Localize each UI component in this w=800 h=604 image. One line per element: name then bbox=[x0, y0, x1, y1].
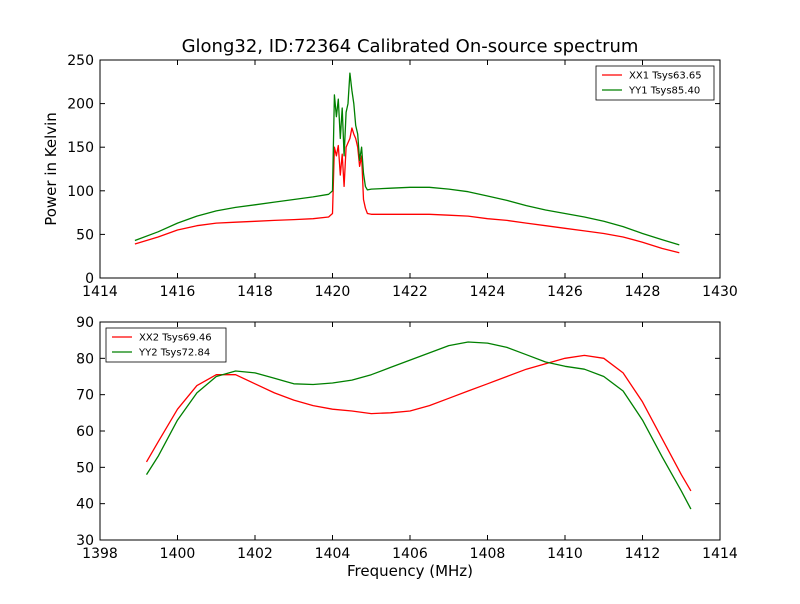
y-tick-label-1-4: 200 bbox=[67, 97, 94, 113]
y-tick-label-1-5: 250 bbox=[67, 53, 94, 69]
x-tick-label-2-0: 1398 bbox=[82, 546, 118, 562]
series-line-2-1 bbox=[145, 354, 692, 492]
x-tick-label-2-6: 1410 bbox=[547, 546, 583, 562]
x-tick-label-1-7: 1428 bbox=[625, 284, 661, 300]
chart-panel-1: 1414 1416 1418 1420 1422 1424 1426 1428 1430 0 50 1… bbox=[42, 53, 738, 300]
y-tick-label-1-0: 0 bbox=[85, 271, 94, 287]
x-tick-label-1-8: 1430 bbox=[702, 284, 738, 300]
y-tick-label-2-4: 70 bbox=[76, 388, 94, 404]
x-tick-label-2-3: 1404 bbox=[315, 546, 351, 562]
y-tick-label-2-0: 30 bbox=[76, 533, 94, 549]
x-tick-label-1-1: 1416 bbox=[160, 284, 196, 300]
chart-panels: 1414 1416 1418 1420 1422 1424 1426 1428 14300501… bbox=[42, 53, 738, 580]
legend-label-1-1: XX1 Tsys63.65 bbox=[629, 71, 702, 82]
x-tick-label-1-0: 1414 bbox=[82, 284, 118, 300]
x-tick-label-1-6: 1426 bbox=[547, 284, 583, 300]
y-axis-label-1: Power in Kelvin bbox=[42, 112, 60, 226]
y-tick-label-2-6: 90 bbox=[76, 315, 94, 331]
series-line-1-2 bbox=[134, 72, 680, 246]
legend-box-1 bbox=[595, 65, 715, 101]
y-tick-label-1-2: 100 bbox=[67, 184, 94, 200]
y-tick-label-2-2: 50 bbox=[76, 460, 94, 476]
legend-1: XX1 Tsys63.65 YY1 Tsys85.40 bbox=[595, 65, 715, 101]
x-tick-label-2-5: 1408 bbox=[470, 546, 506, 562]
x-tick-label-2-8: 1414 bbox=[702, 546, 738, 562]
x-tick-label-1-5: 1424 bbox=[470, 284, 506, 300]
chart-panel-2: 1398 1400 1402 1404 1406 1408 1410 1412 1414 30 40… bbox=[76, 315, 738, 580]
chart-title: Glong32, ID:72364 Calibrated On-source s… bbox=[182, 36, 639, 57]
legend-box-2 bbox=[105, 327, 227, 363]
x-tick-label-2-7: 1412 bbox=[625, 546, 661, 562]
legend-label-2-2: YY2 Tsys72.84 bbox=[138, 348, 210, 359]
x-tick-label-1-3: 1420 bbox=[315, 284, 351, 300]
y-tick-label-1-1: 50 bbox=[76, 227, 94, 243]
x-tick-label-2-1: 1400 bbox=[160, 546, 196, 562]
legend-2: XX2 Tsys69.46 YY2 Tsys72.84 bbox=[105, 327, 227, 363]
series-line-1-1 bbox=[134, 127, 680, 254]
y-tick-label-2-1: 40 bbox=[76, 497, 94, 513]
x-tick-label-2-2: 1402 bbox=[237, 546, 273, 562]
x-axis-label-2: Frequency (MHz) bbox=[347, 562, 473, 580]
x-tick-label-1-4: 1422 bbox=[392, 284, 428, 300]
y-tick-label-1-3: 150 bbox=[67, 140, 94, 156]
legend-label-1-2: YY1 Tsys85.40 bbox=[628, 86, 700, 97]
x-tick-label-1-2: 1418 bbox=[237, 284, 273, 300]
series-line-2-2 bbox=[145, 341, 692, 510]
legend-label-2-1: XX2 Tsys69.46 bbox=[139, 333, 212, 344]
y-tick-label-2-3: 60 bbox=[76, 424, 94, 440]
y-tick-label-2-5: 80 bbox=[76, 351, 94, 367]
x-tick-label-2-4: 1406 bbox=[392, 546, 428, 562]
